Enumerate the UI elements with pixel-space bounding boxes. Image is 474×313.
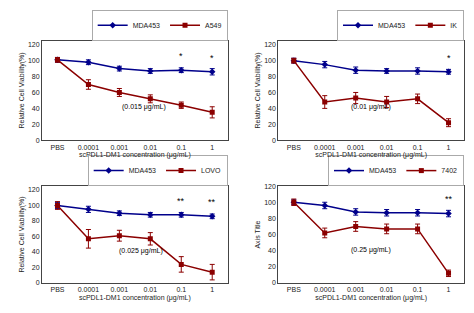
- svg-text:120: 120: [264, 183, 276, 190]
- svg-text:(0.25 μg/mL): (0.25 μg/mL): [351, 246, 391, 254]
- svg-text:scPDL1-DM1 concentration (μg/m: scPDL1-DM1 concentration (μg/mL): [315, 151, 427, 159]
- svg-text:(0.01 μg/mL): (0.01 μg/mL): [351, 103, 391, 111]
- svg-text:60: 60: [32, 233, 40, 240]
- svg-text:scPDL1-DM1 concentration (μg/m: scPDL1-DM1 concentration (μg/mL): [79, 151, 191, 159]
- svg-text:40: 40: [268, 247, 276, 254]
- svg-text:0.001: 0.001: [347, 144, 365, 151]
- svg-text:60: 60: [32, 89, 40, 96]
- svg-text:20: 20: [32, 264, 40, 271]
- svg-text:Relative Cell Viability(%): Relative Cell Viability(%): [18, 196, 26, 272]
- svg-text:0.0001: 0.0001: [78, 286, 100, 293]
- svg-text:80: 80: [268, 73, 276, 80]
- svg-text:Relative Cell Viability(%): Relative Cell Viability(%): [18, 52, 26, 128]
- svg-text:40: 40: [268, 105, 276, 112]
- svg-text:60: 60: [268, 89, 276, 96]
- svg-text:0: 0: [36, 279, 40, 286]
- svg-text:40: 40: [32, 248, 40, 255]
- svg-text:60: 60: [268, 231, 276, 238]
- svg-text:0: 0: [36, 137, 40, 144]
- svg-text:0.001: 0.001: [111, 144, 129, 151]
- svg-text:MDA453: MDA453: [129, 167, 156, 174]
- svg-text:0.1: 0.1: [413, 144, 423, 151]
- svg-text:1: 1: [447, 286, 451, 293]
- svg-text:20: 20: [268, 263, 276, 270]
- svg-text:PBS: PBS: [50, 144, 64, 151]
- svg-text:80: 80: [32, 73, 40, 80]
- svg-text:PBS: PBS: [50, 286, 64, 293]
- svg-text:0: 0: [272, 279, 276, 286]
- svg-text:MDA453: MDA453: [378, 22, 405, 29]
- svg-text:120: 120: [264, 41, 276, 48]
- svg-text:0.01: 0.01: [380, 144, 394, 151]
- svg-text:A549: A549: [205, 22, 221, 29]
- svg-text:0: 0: [272, 137, 276, 144]
- svg-text:0.001: 0.001: [111, 286, 129, 293]
- svg-text:100: 100: [28, 57, 40, 64]
- svg-text:7402: 7402: [441, 167, 457, 174]
- svg-text:*: *: [210, 53, 214, 63]
- svg-text:PBS: PBS: [287, 286, 301, 293]
- svg-text:scPDL1-DM1 concentration (μg/m: scPDL1-DM1 concentration (μg/mL): [315, 294, 427, 302]
- svg-text:40: 40: [32, 105, 40, 112]
- svg-text:0.01: 0.01: [143, 286, 157, 293]
- svg-text:0.0001: 0.0001: [78, 144, 100, 151]
- svg-text:80: 80: [32, 217, 40, 224]
- svg-text:0.1: 0.1: [176, 144, 186, 151]
- svg-text:0.1: 0.1: [176, 286, 186, 293]
- svg-text:120: 120: [28, 41, 40, 48]
- svg-text:1: 1: [447, 144, 451, 151]
- svg-text:20: 20: [268, 121, 276, 128]
- svg-text:(0.015 μg/mL): (0.015 μg/mL): [122, 103, 166, 111]
- svg-text:1: 1: [210, 144, 214, 151]
- svg-text:Relative Cell Viability(%): Relative Cell Viability(%): [254, 52, 262, 128]
- svg-text:MDA453: MDA453: [133, 22, 160, 29]
- svg-text:PBS: PBS: [287, 144, 301, 151]
- svg-text:**: **: [445, 194, 453, 204]
- svg-text:*: *: [179, 51, 183, 61]
- svg-text:0.1: 0.1: [413, 286, 423, 293]
- svg-text:**: **: [177, 196, 185, 206]
- svg-text:0.01: 0.01: [380, 286, 394, 293]
- svg-text:0.0001: 0.0001: [314, 286, 336, 293]
- svg-text:0.01: 0.01: [143, 144, 157, 151]
- svg-text:80: 80: [268, 215, 276, 222]
- svg-text:LOVO: LOVO: [201, 167, 221, 174]
- svg-text:120: 120: [28, 186, 40, 193]
- svg-text:**: **: [208, 197, 216, 207]
- svg-text:100: 100: [264, 199, 276, 206]
- svg-text:Axis Title: Axis Title: [254, 220, 261, 248]
- svg-text:100: 100: [28, 202, 40, 209]
- svg-text:1: 1: [210, 286, 214, 293]
- svg-text:0.0001: 0.0001: [314, 144, 336, 151]
- svg-text:IK: IK: [450, 22, 457, 29]
- svg-text:*: *: [447, 53, 451, 63]
- svg-text:MDA453: MDA453: [369, 167, 396, 174]
- svg-text:(0.025 μg/mL): (0.025 μg/mL): [119, 247, 163, 255]
- svg-text:20: 20: [32, 121, 40, 128]
- svg-text:scPDL1-DM1 concentration (μg/m: scPDL1-DM1 concentration (μg/mL): [79, 294, 191, 302]
- svg-text:0.001: 0.001: [347, 286, 365, 293]
- svg-text:100: 100: [264, 57, 276, 64]
